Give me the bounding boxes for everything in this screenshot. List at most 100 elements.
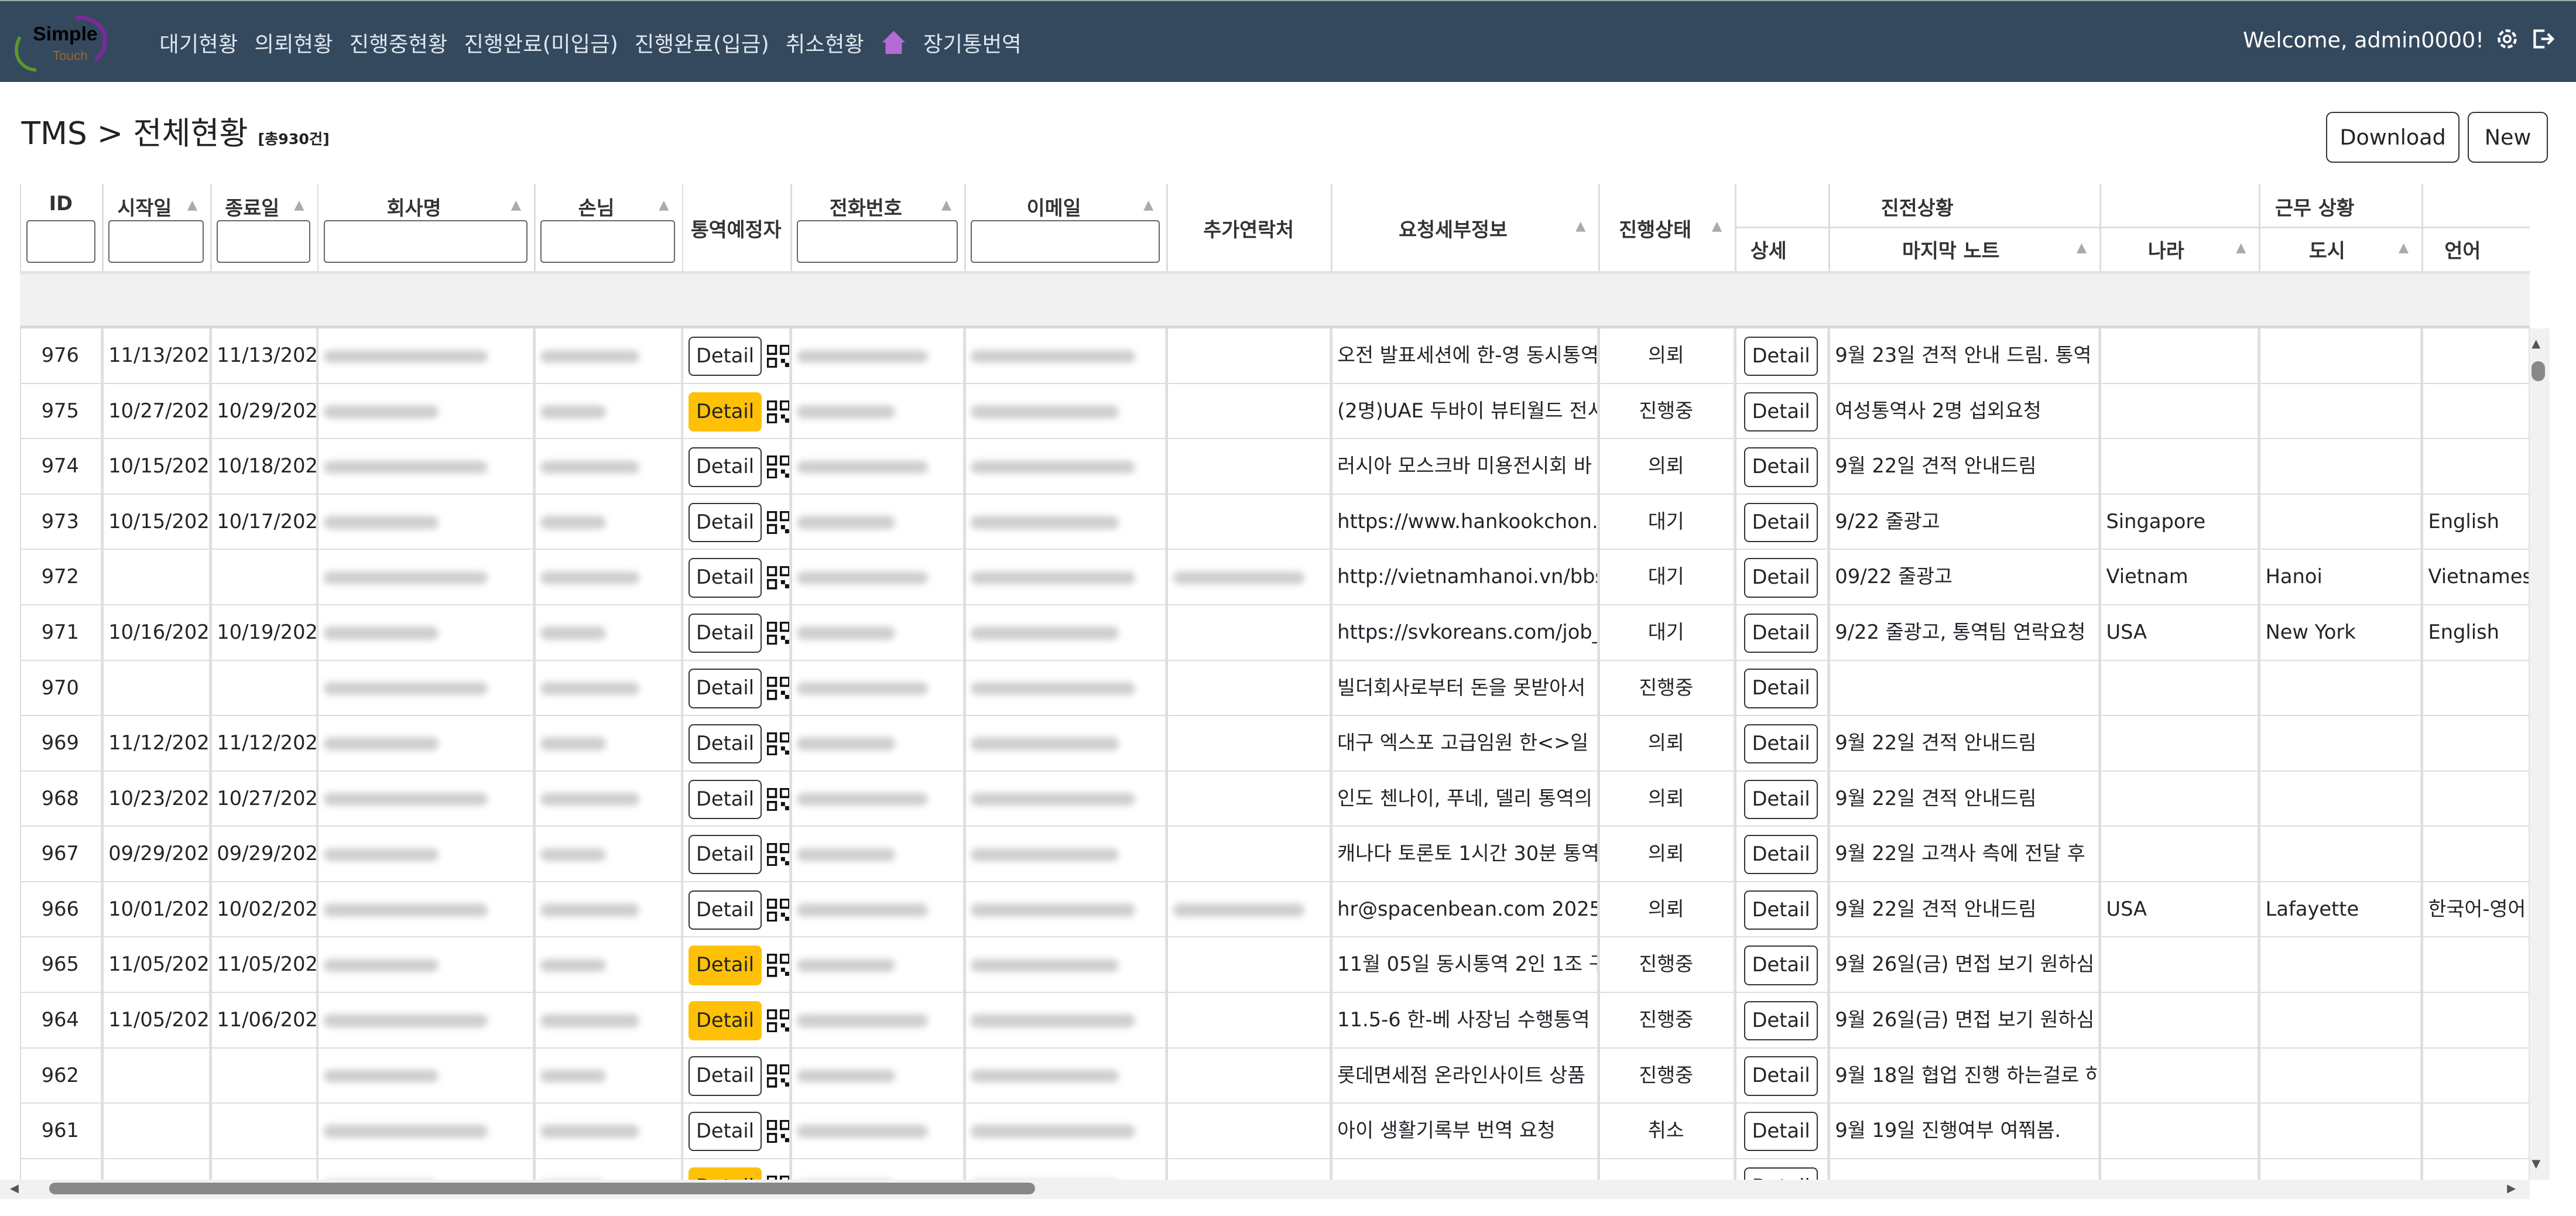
interpreter-detail-button[interactable]: Detail — [688, 558, 762, 598]
filter-input-id[interactable] — [26, 220, 95, 263]
table-row[interactable]: 976 11/13/2025 11/13/2025 Detail 오전 발표세션에 한-… — [19, 328, 2530, 384]
table-row[interactable]: 974 10/15/2025 10/18/2025 Detail 러시아 모스크바 미용… — [19, 439, 2530, 495]
interpreter-detail-button[interactable]: Detail — [688, 1111, 762, 1152]
interpreter-detail-button[interactable]: Detail — [688, 890, 762, 930]
progress-detail-button[interactable]: Detail — [1744, 613, 1818, 653]
interpreter-detail-button[interactable]: Detail — [688, 1001, 762, 1041]
filter-input-start[interactable] — [108, 220, 204, 263]
header-interpreter[interactable]: 통역예정자 — [690, 218, 782, 241]
qr-code-icon[interactable] — [766, 1009, 790, 1033]
sort-arrow-icon[interactable]: ▲ — [2236, 239, 2246, 255]
qr-code-icon[interactable] — [766, 1064, 790, 1088]
qr-code-icon[interactable] — [766, 843, 790, 866]
header-request[interactable]: 요청세부정보 — [1399, 218, 1508, 241]
header-language[interactable]: 언어 — [2444, 239, 2481, 263]
menu-cancelled[interactable]: 취소현황 — [785, 31, 864, 57]
header-last_note[interactable]: 마지막 노트 — [1902, 239, 2000, 263]
progress-detail-button[interactable]: Detail — [1744, 669, 1818, 708]
progress-detail-button[interactable]: Detail — [1744, 1167, 1818, 1180]
simple-touch-logo[interactable]: Simple Touch — [10, 14, 118, 73]
sort-arrow-icon[interactable]: ▲ — [187, 197, 198, 213]
qr-code-icon[interactable] — [766, 898, 790, 922]
qr-code-icon[interactable] — [766, 511, 790, 535]
qr-code-icon[interactable] — [766, 954, 790, 977]
sort-arrow-icon[interactable]: ▲ — [1143, 197, 1154, 213]
table-row[interactable]: 964 11/05/2025 11/06/2025 Detail 11.5-6 한-베 … — [19, 993, 2530, 1049]
header-company[interactable]: 회사명 — [386, 197, 441, 220]
sort-arrow-icon[interactable]: ▲ — [511, 197, 521, 213]
header-detail[interactable]: 상세 — [1750, 239, 1787, 263]
progress-detail-button[interactable]: Detail — [1744, 724, 1818, 764]
progress-detail-button[interactable]: Detail — [1744, 946, 1818, 985]
qr-code-icon[interactable] — [766, 621, 790, 645]
vertical-scrollbar[interactable] — [2530, 328, 2550, 1180]
qr-code-icon[interactable] — [766, 1120, 790, 1143]
header-phone[interactable]: 전화번호 — [829, 197, 902, 220]
progress-detail-button[interactable]: Detail — [1744, 392, 1818, 431]
table-row[interactable]: 966 10/01/2025 10/02/2025 Detail hr@spacenbe… — [19, 882, 2530, 938]
interpreter-detail-button[interactable]: Detail — [688, 1056, 762, 1096]
interpreter-detail-button[interactable]: Detail — [688, 835, 762, 875]
menu-in-progress[interactable]: 진행중현황 — [349, 31, 448, 57]
header-extra[interactable]: 추가연락처 — [1203, 218, 1294, 241]
qr-code-icon[interactable] — [766, 677, 790, 700]
interpreter-detail-button[interactable]: Detail — [688, 1167, 762, 1180]
sort-arrow-icon[interactable]: ▲ — [659, 197, 669, 213]
progress-detail-button[interactable]: Detail — [1744, 502, 1818, 543]
filter-input-guest[interactable] — [540, 220, 676, 263]
table-row[interactable]: 972 Detail http://vietnamhanoi.vn/bbs/bo 대기… — [19, 550, 2530, 606]
interpreter-detail-button[interactable]: Detail — [688, 447, 762, 487]
header-id[interactable]: ID — [49, 192, 73, 215]
qr-code-icon[interactable] — [766, 400, 790, 423]
sort-arrow-icon[interactable]: ▲ — [941, 197, 952, 213]
interpreter-detail-button[interactable]: Detail — [688, 337, 762, 376]
menu-done-unpaid[interactable]: 진행완료(미입금) — [464, 31, 618, 57]
scroll-left-arrow-icon[interactable]: ◀ — [9, 1181, 19, 1195]
header-email[interactable]: 이메일 — [1026, 197, 1081, 220]
progress-detail-button[interactable]: Detail — [1744, 558, 1818, 598]
scroll-right-arrow-icon[interactable]: ▶ — [2507, 1181, 2516, 1195]
gear-icon[interactable] — [2494, 26, 2520, 52]
header-start[interactable]: 시작일 — [117, 197, 172, 220]
filter-input-end[interactable] — [217, 220, 311, 263]
sort-arrow-icon[interactable]: ▲ — [294, 197, 304, 213]
menu-done-paid[interactable]: 진행완료(입금) — [634, 31, 769, 57]
interpreter-detail-button[interactable]: Detail — [688, 669, 762, 708]
table-row[interactable]: 965 11/05/2025 11/05/2025 Detail 11월 05일 동시통… — [19, 937, 2530, 993]
qr-code-icon[interactable] — [766, 455, 790, 479]
table-row[interactable]: 970 Detail 빌더회사로부터 돈을 못받아서 진행중 Detail — [19, 660, 2530, 717]
filter-input-company[interactable] — [323, 220, 527, 263]
table-row[interactable]: 971 10/16/2025 10/19/2025 Detail https://svk… — [19, 605, 2530, 661]
table-row[interactable]: 967 09/29/2025 09/29/2025 Detail 캐나다 토론토 1시간… — [19, 827, 2530, 882]
menu-requested[interactable]: 의뢰현황 — [254, 31, 333, 57]
interpreter-detail-button[interactable]: Detail — [688, 779, 762, 819]
scroll-down-arrow-icon[interactable]: ▼ — [2532, 1156, 2541, 1170]
table-row[interactable]: 973 10/15/2025 10/17/2025 Detail https://www… — [19, 494, 2530, 550]
interpreter-detail-button[interactable]: Detail — [688, 392, 762, 431]
interpreter-detail-button[interactable]: Detail — [688, 613, 762, 653]
filter-input-phone[interactable] — [796, 220, 958, 263]
progress-detail-button[interactable]: Detail — [1744, 1056, 1818, 1096]
header-city[interactable]: 도시 — [2308, 239, 2345, 263]
qr-code-icon[interactable] — [766, 787, 790, 811]
new-button[interactable]: New — [2467, 111, 2548, 163]
progress-detail-button[interactable]: Detail — [1744, 1111, 1818, 1152]
header-status[interactable]: 진행상태 — [1619, 218, 1692, 241]
sort-arrow-icon[interactable]: ▲ — [1575, 218, 1586, 234]
qr-code-icon[interactable] — [766, 345, 790, 368]
scroll-up-arrow-icon[interactable]: ▲ — [2532, 337, 2541, 351]
progress-detail-button[interactable]: Detail — [1744, 337, 1818, 376]
qr-code-icon[interactable] — [766, 732, 790, 756]
download-button[interactable]: Download — [2326, 111, 2459, 163]
sort-arrow-icon[interactable]: ▲ — [2076, 239, 2087, 255]
logout-icon[interactable] — [2530, 26, 2556, 52]
progress-detail-button[interactable]: Detail — [1744, 447, 1818, 487]
header-end[interactable]: 종료일 — [225, 197, 280, 220]
table-row[interactable]: 962 Detail 롯데면세점 온라인사이트 상품 진행중 Detail 9월 18일 … — [19, 1048, 2530, 1104]
table-row[interactable]: 961 Detail 아이 생활기록부 번역 요청 취소 Detail 9월 19일 진행… — [19, 1104, 2530, 1159]
qr-code-icon[interactable] — [766, 566, 790, 590]
sort-arrow-icon[interactable]: ▲ — [1711, 218, 1722, 234]
horizontal-scroll-thumb[interactable] — [49, 1183, 1035, 1195]
table-row[interactable]: Detail Detail — [20, 1159, 2530, 1180]
table-row[interactable]: 969 11/12/2025 11/12/2025 Detail 대구 엑스포 고급임원… — [19, 716, 2530, 772]
